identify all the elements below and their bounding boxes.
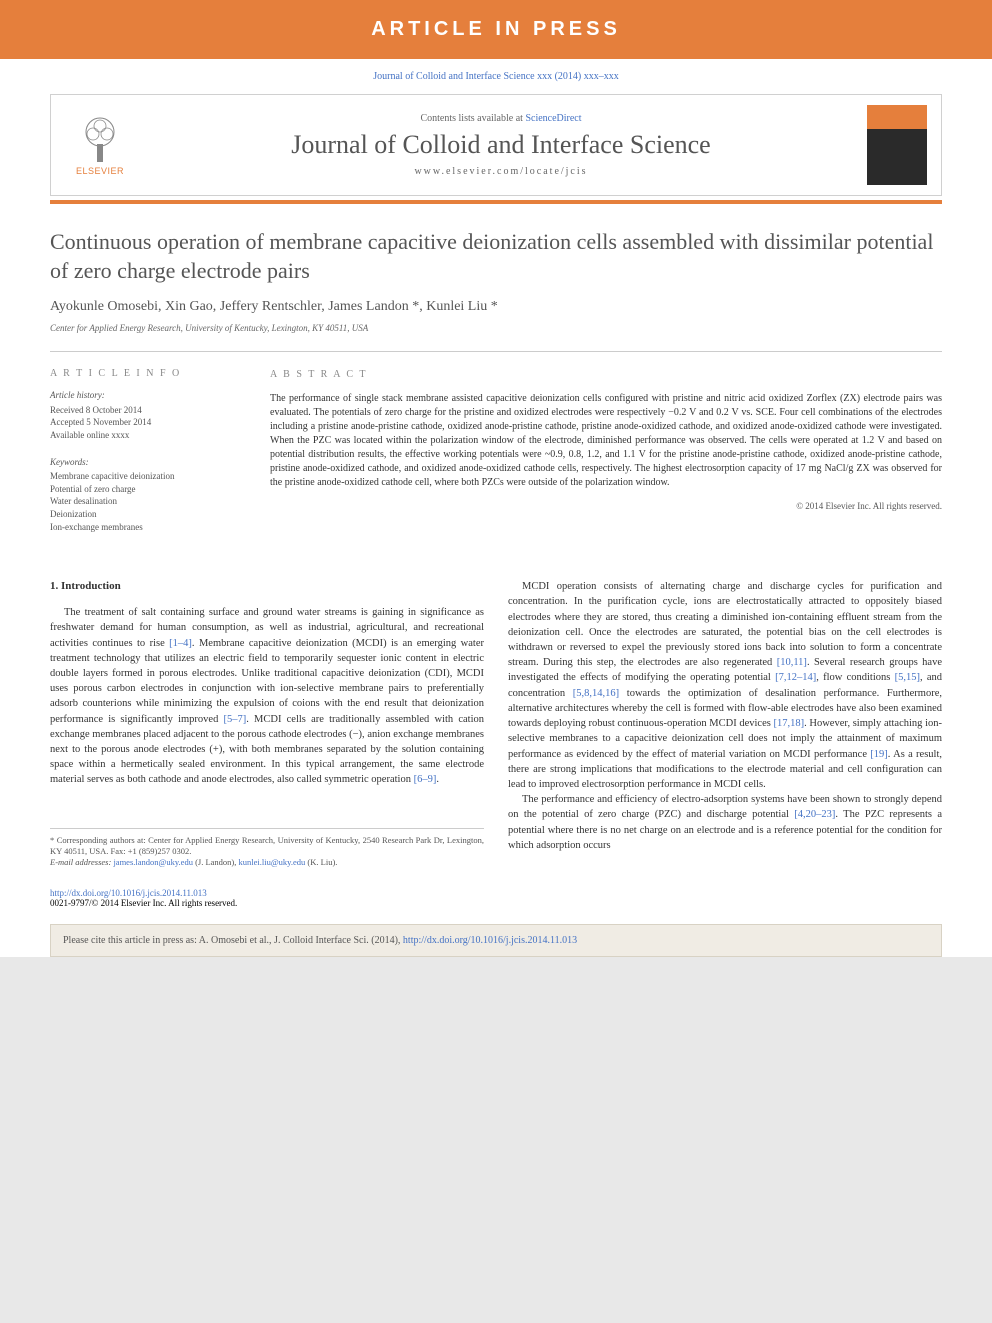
abstract-text: The performance of single stack membrane… <box>270 392 942 490</box>
citation-link[interactable]: [10,11] <box>777 657 807 668</box>
elsevier-tree-icon <box>75 114 125 164</box>
journal-cover-thumbnail <box>867 105 927 185</box>
received-date: Received 8 October 2014 <box>50 404 246 417</box>
contents-prefix: Contents lists available at <box>420 113 525 124</box>
history-label: Article history: <box>50 389 246 402</box>
body-columns: 1. Introduction The treatment of salt co… <box>50 579 942 868</box>
citation-link[interactable]: [5–7] <box>224 714 247 725</box>
authors-line: Ayokunle Omosebi, Xin Gao, Jeffery Rents… <box>50 299 942 315</box>
article-title: Continuous operation of membrane capacit… <box>50 228 942 285</box>
body-column-left: 1. Introduction The treatment of salt co… <box>50 579 484 868</box>
keywords-label: Keywords: <box>50 456 246 469</box>
page: ARTICLE IN PRESS Journal of Colloid and … <box>0 0 992 957</box>
citation-link[interactable]: [17,18] <box>773 718 804 729</box>
email-name: (K. Liu). <box>305 857 337 867</box>
email-name: (J. Landon), <box>193 857 239 867</box>
doi-block: http://dx.doi.org/10.1016/j.jcis.2014.11… <box>50 888 942 908</box>
keyword: Deionization <box>50 508 246 521</box>
journal-header-box: ELSEVIER Contents lists available at Sci… <box>50 94 942 196</box>
journal-reference-line: Journal of Colloid and Interface Science… <box>0 59 992 88</box>
keywords-block: Keywords: Membrane capacitive deionizati… <box>50 456 246 534</box>
email-link[interactable]: james.landon@uky.edu <box>113 857 193 867</box>
cite-doi-link[interactable]: http://dx.doi.org/10.1016/j.jcis.2014.11… <box>403 935 577 946</box>
body-text: MCDI operation consists of alternating c… <box>508 581 942 668</box>
header-center: Contents lists available at ScienceDirec… <box>135 113 867 177</box>
body-paragraph: The treatment of salt containing surface… <box>50 605 484 788</box>
keyword: Water desalination <box>50 495 246 508</box>
body-paragraph: MCDI operation consists of alternating c… <box>508 579 942 792</box>
article-info-heading: A R T I C L E I N F O <box>50 368 246 379</box>
keyword: Potential of zero charge <box>50 483 246 496</box>
elsevier-name: ELSEVIER <box>76 166 124 176</box>
corresponding-author-note: * Corresponding authors at: Center for A… <box>50 835 484 857</box>
cite-this-article-box: Please cite this article in press as: A.… <box>50 924 942 957</box>
citation-link[interactable]: [5,15] <box>895 672 920 683</box>
journal-homepage: www.elsevier.com/locate/jcis <box>135 166 867 177</box>
article-in-press-banner: ARTICLE IN PRESS <box>0 0 992 59</box>
email-line: E-mail addresses: james.landon@uky.edu (… <box>50 857 484 868</box>
citation-link[interactable]: [5,8,14,16] <box>573 688 619 699</box>
body-text: . <box>436 774 439 785</box>
body-column-right: MCDI operation consists of alternating c… <box>508 579 942 868</box>
abstract-heading: A B S T R A C T <box>270 368 942 382</box>
journal-title: Journal of Colloid and Interface Science <box>135 130 867 160</box>
citation-link[interactable]: [19] <box>870 749 888 760</box>
orange-rule <box>50 200 942 204</box>
citation-link[interactable]: [1–4] <box>169 638 192 649</box>
citation-link[interactable]: [4,20–23] <box>794 809 835 820</box>
accepted-date: Accepted 5 November 2014 <box>50 416 246 429</box>
body-paragraph: The performance and efficiency of electr… <box>508 792 942 853</box>
footnotes: * Corresponding authors at: Center for A… <box>50 828 484 868</box>
keyword: Ion-exchange membranes <box>50 521 246 534</box>
article-info-column: A R T I C L E I N F O Article history: R… <box>50 368 270 547</box>
meta-abstract-row: A R T I C L E I N F O Article history: R… <box>50 351 942 547</box>
citation-link[interactable]: [7,12–14] <box>775 672 816 683</box>
citation-link[interactable]: [6–9] <box>414 774 437 785</box>
email-link[interactable]: kunlei.liu@uky.edu <box>239 857 306 867</box>
contents-lists-line: Contents lists available at ScienceDirec… <box>135 113 867 124</box>
keyword: Membrane capacitive deionization <box>50 470 246 483</box>
available-date: Available online xxxx <box>50 429 246 442</box>
abstract-copyright: © 2014 Elsevier Inc. All rights reserved… <box>270 500 942 513</box>
elsevier-logo: ELSEVIER <box>65 114 135 176</box>
issn-copyright: 0021-9797/© 2014 Elsevier Inc. All right… <box>50 898 237 908</box>
keywords-list: Membrane capacitive deionization Potenti… <box>50 470 246 533</box>
authors-text: Ayokunle Omosebi, Xin Gao, Jeffery Rents… <box>50 299 498 314</box>
sciencedirect-link[interactable]: ScienceDirect <box>525 113 581 124</box>
email-label: E-mail addresses: <box>50 857 113 867</box>
cite-prefix: Please cite this article in press as: A.… <box>63 935 403 946</box>
affiliation: Center for Applied Energy Research, Univ… <box>50 323 942 333</box>
body-text: . Membrane capacitive deionization (MCDI… <box>50 638 484 725</box>
introduction-heading: 1. Introduction <box>50 579 484 595</box>
doi-link[interactable]: http://dx.doi.org/10.1016/j.jcis.2014.11… <box>50 888 207 898</box>
article-history: Article history: Received 8 October 2014… <box>50 389 246 441</box>
abstract-column: A B S T R A C T The performance of singl… <box>270 368 942 547</box>
body-text: , flow conditions <box>816 672 894 683</box>
